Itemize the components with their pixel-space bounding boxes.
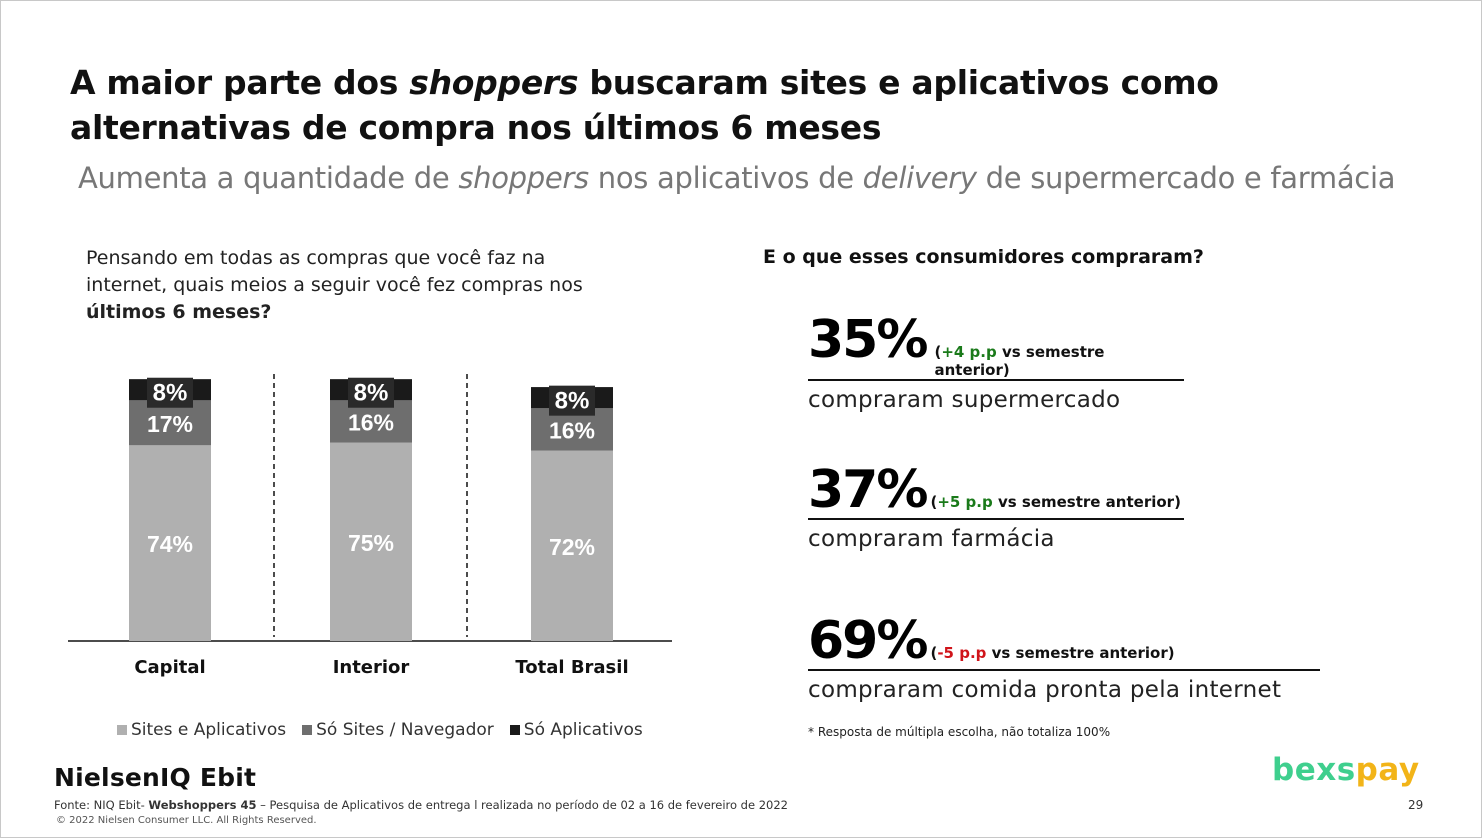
legend-label: Só Aplicativos: [524, 720, 643, 740]
category-label: Capital: [134, 657, 205, 678]
subtitle-part-3: de supermercado e farmácia: [977, 161, 1395, 195]
source-bold: Webshoppers 45: [148, 798, 256, 812]
stat-value: 69%: [808, 613, 926, 669]
stat-description: compraram comida pronta pela internet: [808, 677, 1320, 703]
category-label: Total Brasil: [515, 657, 628, 678]
value-label: 8%: [555, 388, 590, 415]
brand-part-1: bexs: [1272, 752, 1356, 788]
value-label: 72%: [549, 534, 595, 560]
subtitle-part-1: Aumenta a quantidade de: [78, 161, 458, 195]
category-label: Interior: [333, 657, 410, 678]
page-number: 29: [1408, 798, 1423, 812]
stat-delta-value: +4 p.p: [941, 343, 996, 361]
question-bold: últimos 6 meses?: [86, 301, 271, 323]
value-label: 17%: [147, 411, 193, 437]
value-label: 75%: [348, 530, 394, 556]
stacked-bar-chart: 74%17%8%Capital75%16%8%Interior72%16%8%T…: [60, 360, 680, 700]
value-label: 16%: [549, 417, 595, 443]
title-part-1: A maior parte dos: [70, 63, 409, 102]
chart-legend: Sites e Aplicativos Só Sites / Navegador S…: [117, 720, 643, 740]
legend-swatch: [117, 725, 127, 735]
value-label: 8%: [153, 380, 188, 407]
stat-farmacia: 37% (+5 p.p vs semestre anterior) compra…: [808, 462, 1184, 552]
subtitle-emphasis-1: shoppers: [458, 161, 589, 195]
value-label: 16%: [348, 409, 394, 435]
stat-supermercado: 35% (+4 p.p vs semestre anterior) compra…: [808, 312, 1184, 413]
stat-value: 35%: [808, 312, 926, 368]
nielseniq-logo: NielsenIQ Ebit: [54, 763, 256, 792]
legend-label: Sites e Aplicativos: [131, 720, 286, 740]
stat-row: 35% (+4 p.p vs semestre anterior): [808, 312, 1184, 381]
stat-delta-value: +5 p.p: [937, 493, 992, 511]
right-question: E o que esses consumidores compraram?: [763, 246, 1204, 268]
stat-delta: (+5 p.p vs semestre anterior): [930, 493, 1180, 511]
source-line: Fonte: NIQ Ebit- Webshoppers 45 – Pesqui…: [54, 798, 788, 812]
legend-swatch: [302, 725, 312, 735]
legend-item: Só Sites / Navegador: [302, 720, 494, 740]
value-label: 74%: [147, 531, 193, 557]
slide-subtitle: Aumenta a quantidade de shoppers nos apl…: [78, 160, 1398, 197]
slide-title: A maior parte dos shoppers buscaram site…: [70, 60, 1370, 150]
legend-item: Sites e Aplicativos: [117, 720, 286, 740]
stat-value: 37%: [808, 462, 926, 518]
stat-description: compraram supermercado: [808, 387, 1184, 413]
copyright: © 2022 Nielsen Consumer LLC. All Rights …: [56, 815, 317, 826]
stat-row: 37% (+5 p.p vs semestre anterior): [808, 462, 1184, 520]
legend-label: Só Sites / Navegador: [316, 720, 494, 740]
survey-question: Pensando em todas as compras que você fa…: [86, 245, 606, 326]
stat-row: 69% (-5 p.p vs semestre anterior): [808, 613, 1320, 671]
question-text: Pensando em todas as compras que você fa…: [86, 247, 583, 296]
stat-delta: (-5 p.p vs semestre anterior): [930, 644, 1174, 662]
footnote: * Resposta de múltipla escolha, não tota…: [808, 725, 1110, 739]
stat-delta-value: -5 p.p: [937, 644, 986, 662]
title-emphasis: shoppers: [409, 63, 578, 102]
bexspay-logo: bexspay: [1272, 752, 1420, 788]
subtitle-part-2: nos aplicativos de: [589, 161, 863, 195]
stat-comida-pronta: 69% (-5 p.p vs semestre anterior) compra…: [808, 613, 1320, 703]
stat-delta: (+4 p.p vs semestre anterior): [934, 343, 1184, 379]
stat-description: compraram farmácia: [808, 526, 1184, 552]
subtitle-emphasis-2: delivery: [863, 161, 977, 195]
value-label: 8%: [354, 380, 389, 407]
brand-part-2: pay: [1356, 752, 1420, 788]
legend-item: Só Aplicativos: [510, 720, 643, 740]
legend-swatch: [510, 725, 520, 735]
